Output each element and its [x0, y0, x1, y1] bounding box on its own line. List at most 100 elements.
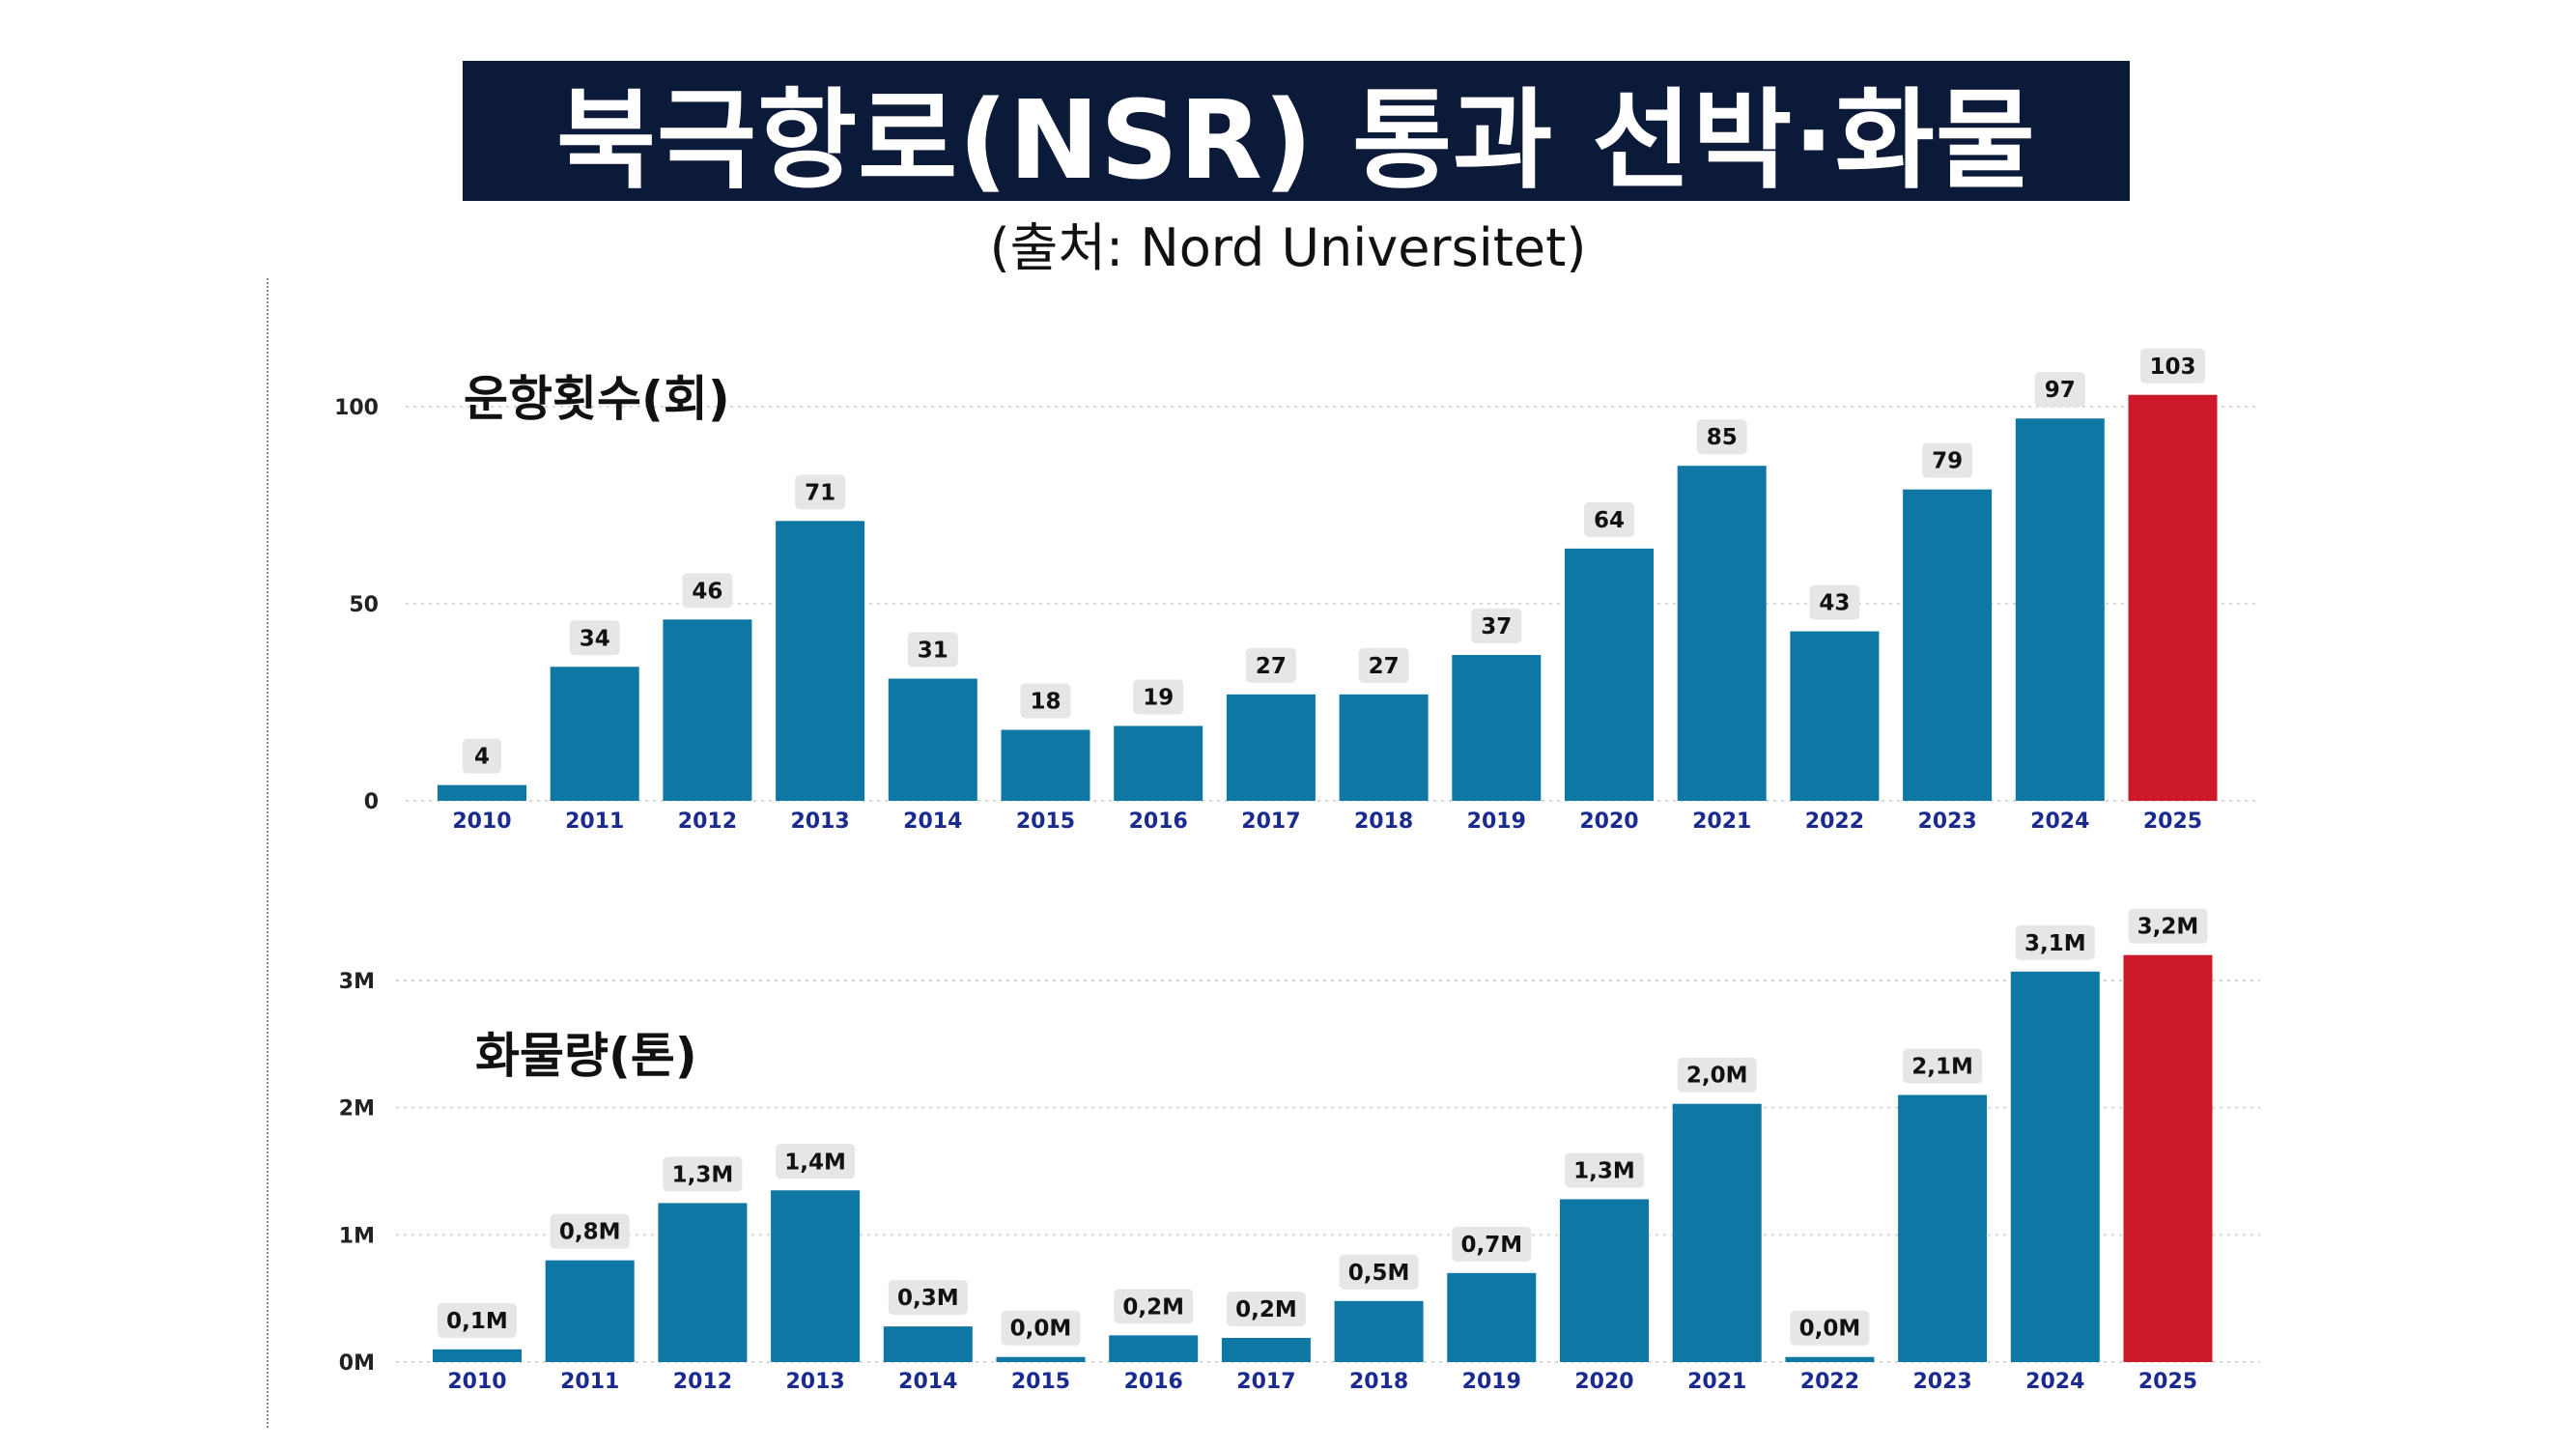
- data-label-badge: [663, 1156, 743, 1192]
- x-tick-label: 2010: [452, 810, 511, 834]
- x-tick-label: 2019: [1462, 1370, 1521, 1394]
- y-tick-label: 50: [349, 593, 379, 617]
- x-tick-label: 2024: [2030, 810, 2089, 834]
- bar: [771, 1190, 861, 1362]
- bar: [1903, 489, 1993, 801]
- x-tick-label: 2016: [1129, 810, 1188, 834]
- x-tick-label: 2012: [678, 810, 737, 834]
- x-tick-label: 2014: [903, 810, 962, 834]
- bar: [1565, 548, 1654, 801]
- data-label-badge: [1020, 683, 1071, 719]
- data-label: 0,0M: [1010, 1317, 1072, 1342]
- y-tick-label: 2M: [339, 1097, 375, 1122]
- bar: [1447, 1272, 1537, 1362]
- data-label: 46: [692, 579, 722, 604]
- data-label-badge: [463, 738, 501, 774]
- data-label: 37: [1481, 614, 1512, 639]
- x-tick-label: 2020: [1579, 810, 1638, 834]
- data-label: 0,8M: [559, 1220, 621, 1245]
- data-label-badge: [2140, 348, 2205, 384]
- data-label: 0,0M: [1799, 1317, 1861, 1342]
- bar: [1898, 1094, 1988, 1362]
- data-label-badge: [1245, 647, 1296, 683]
- bar: [1339, 694, 1429, 801]
- data-label-badge: [1339, 1254, 1419, 1290]
- data-label: 85: [1707, 425, 1738, 450]
- x-tick-label: 2013: [790, 810, 849, 834]
- data-label: 0,3M: [897, 1286, 959, 1311]
- chart-title: 운항횟수(회): [464, 371, 730, 427]
- bar: [1114, 725, 1203, 801]
- bar: [550, 667, 639, 801]
- data-label-badge: [2015, 924, 2095, 960]
- x-tick-label: 2013: [785, 1370, 844, 1394]
- bar: [888, 678, 977, 801]
- x-tick-label: 2021: [1687, 1370, 1746, 1394]
- bar: [1785, 1356, 1875, 1362]
- bar: [1221, 1337, 1311, 1362]
- y-tick-label: 1M: [339, 1224, 375, 1248]
- data-label-badge: [1114, 1289, 1194, 1324]
- chart-panel-frame: [267, 278, 2326, 1428]
- data-label: 79: [1932, 449, 1963, 474]
- x-tick-label: 2022: [1800, 1370, 1859, 1394]
- bar: [2010, 971, 2100, 1362]
- bar: [2015, 418, 2105, 801]
- bar: [438, 784, 526, 801]
- y-tick-label: 3M: [339, 970, 375, 994]
- bar: [1226, 694, 1316, 801]
- x-tick-label: 2022: [1805, 810, 1864, 834]
- x-tick-label: 2011: [560, 1370, 619, 1394]
- data-label-badge: [1922, 442, 1973, 478]
- data-label-badge: [1471, 609, 1522, 644]
- bar: [545, 1260, 635, 1362]
- x-tick-label: 2023: [1912, 1370, 1971, 1394]
- voyages-chart: 0 50 100 운항횟수(회) 4 2010 34 2011 46 2012 71 2013 31 20…: [334, 348, 2260, 834]
- data-label: 0,2M: [1122, 1294, 1184, 1320]
- data-label: 103: [2149, 355, 2195, 380]
- x-tick-label: 2017: [1236, 1370, 1295, 1394]
- data-label: 4: [474, 745, 490, 770]
- data-label-badge: [1226, 1291, 1306, 1326]
- data-label-badge: [1584, 501, 1634, 537]
- title-banner: 북극항로(NSR) 통과 선박·화물: [463, 61, 2130, 204]
- x-tick-label: 2011: [565, 810, 624, 834]
- data-label-badge: [795, 474, 846, 510]
- bar: [2123, 954, 2213, 1362]
- data-label-badge: [1001, 1310, 1081, 1346]
- data-label-badge: [1903, 1048, 1983, 1084]
- data-label: 1,4M: [784, 1150, 846, 1175]
- y-tick-label: 0: [364, 790, 379, 814]
- data-label: 97: [2045, 378, 2076, 403]
- data-label: 3,2M: [2137, 915, 2199, 940]
- bar: [433, 1349, 522, 1362]
- data-label: 3,1M: [2024, 931, 2086, 956]
- bar: [663, 619, 752, 801]
- x-tick-label: 2016: [1124, 1370, 1183, 1394]
- x-tick-label: 2015: [1011, 1370, 1070, 1394]
- bar: [1001, 729, 1090, 801]
- data-label: 2,0M: [1686, 1064, 1748, 1089]
- bar: [1672, 1103, 1762, 1362]
- data-label: 18: [1030, 690, 1061, 715]
- bar: [1790, 631, 1880, 801]
- data-label-badge: [1133, 679, 1184, 715]
- data-label: 0,2M: [1235, 1297, 1297, 1322]
- data-label-badge: [1565, 1152, 1644, 1188]
- x-tick-label: 2018: [1354, 810, 1413, 834]
- x-tick-label: 2019: [1467, 810, 1526, 834]
- y-tick-label: 100: [334, 396, 379, 420]
- y-tick-label: 0M: [339, 1351, 375, 1376]
- data-label-badge: [2034, 372, 2085, 408]
- x-tick-label: 2025: [2138, 1370, 2197, 1394]
- data-label-badge: [1696, 419, 1747, 455]
- data-label: 19: [1143, 685, 1174, 710]
- page-title: 북극항로(NSR) 통과 선박·화물: [556, 77, 2036, 204]
- data-label: 43: [1819, 591, 1850, 616]
- data-label-badge: [907, 632, 958, 668]
- data-label: 1,3M: [672, 1162, 734, 1187]
- cargo-chart: 0M 1M 2M 3M 화물량(톤) 0,1M 2010 0,8M 2011 1,3M 2012 1,…: [339, 908, 2260, 1394]
- bar: [2128, 394, 2218, 801]
- source-caption: (출처: Nord Universitet): [989, 217, 1587, 278]
